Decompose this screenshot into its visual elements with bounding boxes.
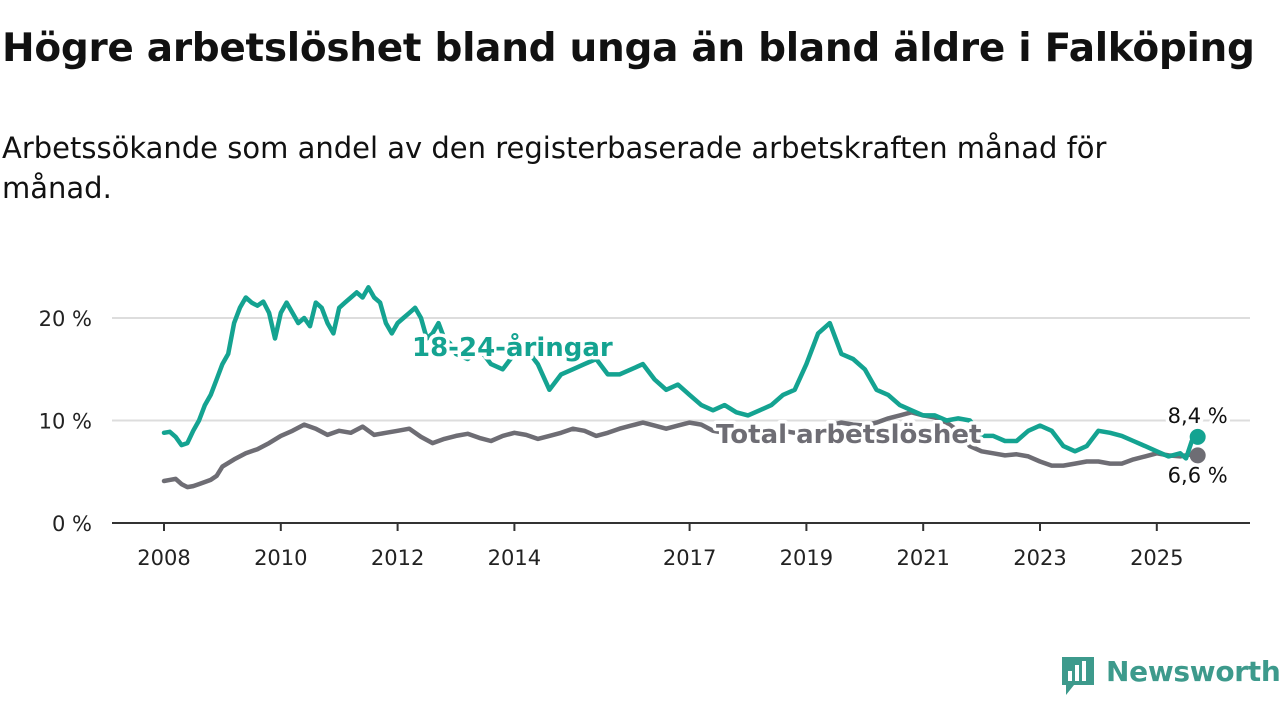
gridlines bbox=[112, 317, 1250, 422]
x-tick-label: 2021 bbox=[896, 546, 949, 570]
x-tick-label: 2023 bbox=[1013, 546, 1066, 570]
x-tick-label: 2014 bbox=[488, 546, 541, 570]
x-tick-label: 2010 bbox=[254, 546, 307, 570]
chart-subtitle: Arbetssökande som andel av den registerb… bbox=[2, 131, 1107, 205]
x-tick-label: 2017 bbox=[663, 546, 716, 570]
x-tick-label: 2008 bbox=[137, 546, 190, 570]
total-end-value-label: 6,6 % bbox=[1168, 463, 1228, 487]
youth-series-label: 18-24-åringar bbox=[412, 331, 613, 363]
y-axis-ticks: 0 % 10 % 20 % bbox=[39, 307, 92, 536]
brand-name: Newsworthy bbox=[1106, 655, 1280, 688]
x-axis: 2008 2010 2012 2014 2017 2019 2021 2023 2025 bbox=[112, 522, 1250, 570]
y-tick-label: 20 % bbox=[39, 307, 92, 331]
youth-series-line-end-point bbox=[1189, 428, 1206, 445]
series-labels: 18-24-åringar Total arbetslöshet 8,4 % 6,6 … bbox=[409, 328, 1232, 491]
x-tick-label: 2012 bbox=[371, 546, 424, 570]
youth-end-value-label: 8,4 % bbox=[1168, 404, 1228, 428]
y-tick-label: 10 % bbox=[39, 410, 92, 434]
newsworthy-logo-icon bbox=[1062, 657, 1094, 695]
total-series-line-end-point bbox=[1189, 447, 1206, 464]
series-lines bbox=[161, 285, 1206, 490]
brand-logo-area: Newsworthy bbox=[1060, 655, 1280, 697]
total-series-line bbox=[161, 410, 1200, 490]
chart-title: Högre arbetslöshet bland unga än bland ä… bbox=[2, 26, 1255, 71]
x-tick-label: 2025 bbox=[1130, 546, 1183, 570]
y-tick-label: 0 % bbox=[52, 512, 92, 536]
x-tick-label: 2019 bbox=[780, 546, 833, 570]
line-chart: 0 % 10 % 20 % 2008 2010 2012 2014 2017 2019 2021… bbox=[39, 285, 1250, 570]
youth-series-line bbox=[161, 285, 1200, 461]
total-series-label: Total arbetslöshet bbox=[716, 420, 981, 450]
